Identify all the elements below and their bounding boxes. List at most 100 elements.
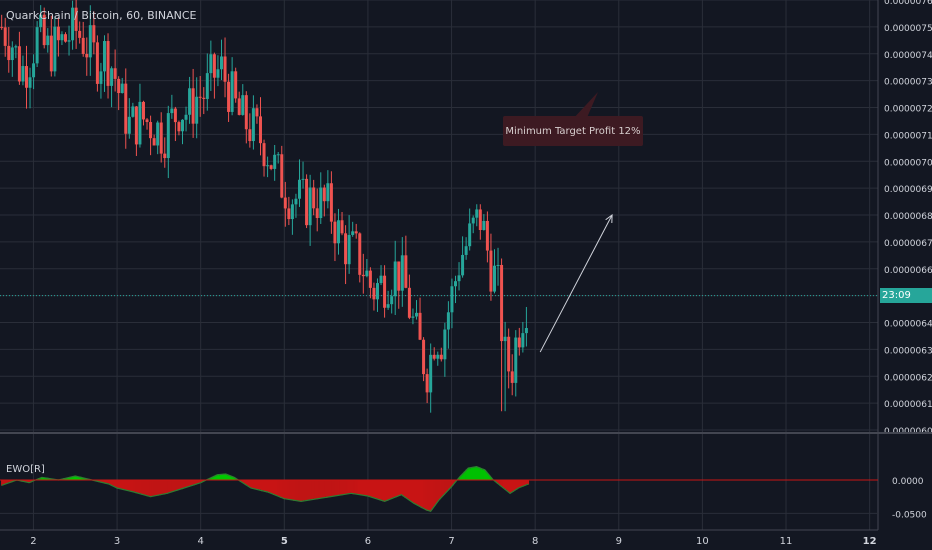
candle-body [368, 270, 372, 288]
candle-body [42, 14, 46, 46]
candle-body [81, 37, 85, 54]
candle-body [3, 27, 7, 46]
candle-body [471, 217, 475, 224]
ewo-y-tick-label: 0.0000 [892, 477, 924, 487]
candle-body [184, 114, 188, 120]
candle-body [485, 220, 489, 251]
candle-body [400, 255, 404, 291]
candle-body [262, 143, 266, 167]
candle-body [422, 339, 426, 375]
candle-body [35, 27, 39, 64]
candle-body [195, 96, 199, 124]
candle-body [205, 73, 209, 99]
candle-body [287, 208, 291, 220]
x-tick-label: 5 [281, 536, 288, 547]
x-tick-label: 6 [365, 536, 371, 547]
x-tick-label: 3 [114, 536, 120, 547]
candle-body [227, 81, 231, 112]
candle-body [340, 220, 344, 234]
candle-body [141, 101, 145, 120]
candle-body [156, 122, 160, 146]
candle-body [237, 98, 241, 115]
candle-body [53, 26, 57, 72]
candle-body [312, 187, 316, 209]
candle-body [127, 116, 131, 134]
candle-body [407, 287, 411, 318]
candle-body [223, 56, 227, 82]
candle-body [414, 312, 418, 317]
annotation-callout-tail [572, 92, 598, 120]
candle-body [326, 183, 330, 202]
candle-body [60, 34, 64, 41]
candle-body [397, 261, 401, 291]
candle-body [110, 68, 114, 86]
candle-body [496, 264, 500, 266]
candle-body [361, 274, 365, 277]
candle-body [95, 42, 99, 84]
candle-body [92, 25, 96, 43]
x-tick-label: 8 [532, 536, 538, 547]
candle-body [464, 246, 468, 255]
candle-body [149, 122, 153, 139]
candle-body [258, 116, 262, 144]
candle-body [71, 7, 75, 41]
candle-body [17, 46, 21, 82]
candle-body [379, 275, 383, 284]
candle-body [383, 275, 387, 308]
candle-body [180, 119, 184, 132]
candle-body [113, 68, 117, 79]
candle-body [173, 108, 177, 123]
candle-body [177, 122, 181, 132]
candle-body [507, 336, 511, 372]
candle-body [351, 231, 355, 235]
candle-body [63, 34, 67, 42]
candle-body [514, 337, 518, 383]
ewo-signal-line [1, 466, 529, 513]
candle-body [336, 220, 340, 244]
candle-body [241, 95, 245, 115]
candle-body [283, 197, 287, 209]
candle-body [117, 78, 121, 94]
candle-body [28, 77, 32, 88]
candle-body [443, 329, 447, 360]
candle-body [489, 250, 493, 292]
candle-body [457, 275, 461, 282]
ewo-indicator-label[interactable]: EWO[R] [6, 464, 45, 475]
candle-body [453, 281, 457, 287]
candle-body [390, 296, 394, 305]
candle-body [85, 53, 89, 58]
candle-body [166, 113, 170, 159]
candle-body [191, 88, 195, 124]
candle-body [418, 312, 422, 340]
target-profit-annotation[interactable]: Minimum Target Profit 12% [503, 116, 643, 146]
candle-body [46, 35, 50, 46]
candle-body [120, 83, 124, 94]
candle-body [273, 154, 277, 169]
candle-body [436, 354, 440, 359]
candle-body [319, 187, 323, 219]
candle-body [500, 264, 504, 342]
candle-body [450, 286, 454, 313]
candle-body [347, 234, 351, 265]
current-price-countdown-badge: 23:09 [880, 288, 932, 303]
candle-body [375, 283, 379, 300]
x-tick-label: 7 [448, 536, 454, 547]
candle-body [99, 71, 103, 84]
candle-body [74, 7, 78, 31]
candle-body [255, 108, 259, 117]
candle-body [524, 328, 528, 334]
candle-body [333, 221, 337, 244]
candle-body [145, 119, 149, 123]
candle-body [297, 179, 301, 199]
candle-body [106, 41, 110, 86]
candle-body [209, 54, 213, 74]
